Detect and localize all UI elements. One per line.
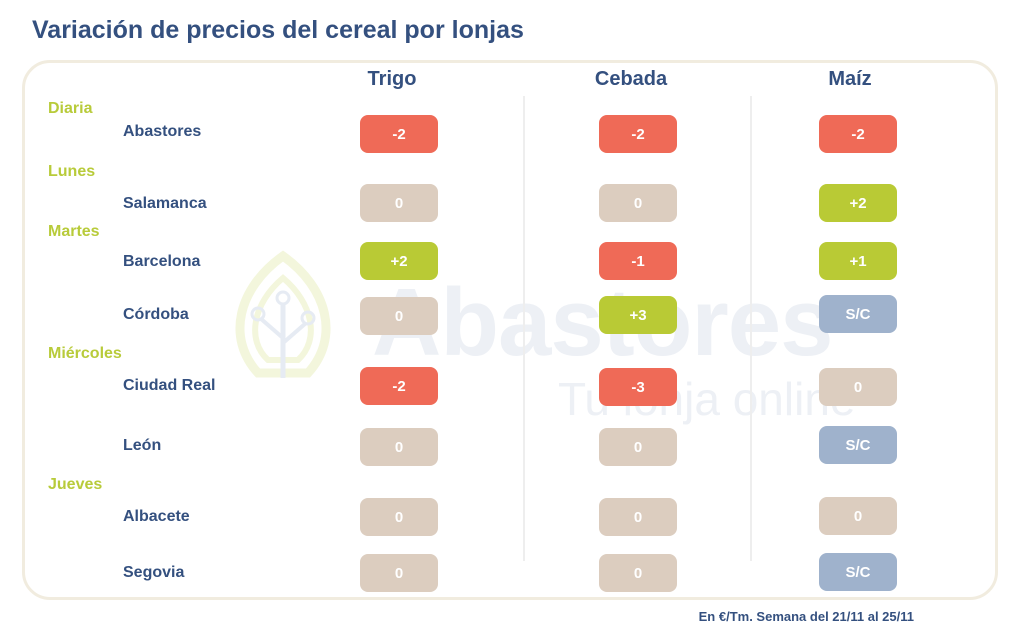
price-change-trigo: 0 [360, 184, 438, 222]
price-change-trigo: -2 [360, 115, 438, 153]
price-change-cebada: -2 [599, 115, 677, 153]
column-header-maiz: Maíz [770, 68, 930, 91]
price-change-trigo: 0 [360, 498, 438, 536]
price-change-maiz: S/C [819, 295, 897, 333]
price-change-trigo: 0 [360, 428, 438, 466]
day-label-jueves: Jueves [48, 476, 102, 494]
price-change-trigo: -2 [360, 367, 438, 405]
price-change-cebada: -3 [599, 368, 677, 406]
price-change-cebada: 0 [599, 184, 677, 222]
price-change-trigo: +2 [360, 242, 438, 280]
price-change-cebada: 0 [599, 498, 677, 536]
city-label: Ciudad Real [123, 377, 215, 395]
city-label: Barcelona [123, 253, 200, 271]
day-label-lunes: Lunes [48, 163, 95, 181]
page-title: Variación de precios del cereal por lonj… [32, 16, 524, 45]
price-change-maiz: 0 [819, 368, 897, 406]
price-change-maiz: S/C [819, 426, 897, 464]
day-label-miercoles: Miércoles [48, 345, 122, 363]
price-change-maiz: +2 [819, 184, 897, 222]
price-change-trigo: 0 [360, 297, 438, 335]
city-label: Salamanca [123, 195, 207, 213]
day-label-martes: Martes [48, 223, 100, 241]
price-change-cebada: +3 [599, 296, 677, 334]
city-label: León [123, 437, 161, 455]
price-change-maiz: 0 [819, 497, 897, 535]
column-header-cebada: Cebada [551, 68, 711, 91]
city-label: Albacete [123, 508, 190, 526]
price-change-maiz: +1 [819, 242, 897, 280]
city-label: Córdoba [123, 306, 189, 324]
units-footnote: En €/Tm. Semana del 21/11 al 25/11 [699, 609, 914, 624]
price-change-trigo: 0 [360, 554, 438, 592]
city-label: Segovia [123, 564, 184, 582]
price-change-cebada: 0 [599, 554, 677, 592]
column-header-trigo: Trigo [312, 68, 472, 91]
column-separator [750, 96, 752, 561]
price-change-cebada: -1 [599, 242, 677, 280]
column-separator [523, 96, 525, 561]
price-change-maiz: -2 [819, 115, 897, 153]
price-change-cebada: 0 [599, 428, 677, 466]
day-label-diaria: Diaria [48, 100, 92, 118]
city-label: Abastores [123, 123, 201, 141]
price-change-maiz: S/C [819, 553, 897, 591]
